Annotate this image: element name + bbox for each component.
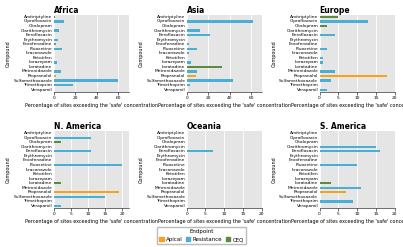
X-axis label: Percentage of sites exceeding the 'safe' concentration: Percentage of sites exceeding the 'safe'… — [25, 219, 158, 224]
X-axis label: Percentage of sites exceeding the 'safe' concentration: Percentage of sites exceeding the 'safe'… — [158, 219, 291, 224]
Bar — [187, 150, 213, 152]
Bar — [54, 20, 64, 22]
Bar — [54, 191, 118, 193]
Bar — [187, 61, 191, 63]
Bar — [320, 80, 331, 82]
Bar — [54, 182, 60, 184]
Legend: Apical, Resistance, CEQ: Apical, Resistance, CEQ — [157, 227, 246, 244]
Text: S. America: S. America — [320, 122, 366, 131]
Text: N. America: N. America — [54, 122, 101, 131]
Bar — [320, 89, 327, 91]
Bar — [187, 66, 222, 68]
Bar — [54, 29, 59, 32]
Bar — [54, 141, 60, 144]
Bar — [54, 205, 60, 207]
Bar — [187, 43, 189, 45]
Text: Asia: Asia — [187, 5, 205, 15]
Bar — [54, 196, 105, 198]
Bar — [320, 34, 334, 36]
X-axis label: Percentage of sites exceeding the 'safe' concentration: Percentage of sites exceeding the 'safe'… — [158, 103, 291, 108]
Bar — [54, 43, 55, 45]
Bar — [54, 16, 55, 18]
Bar — [54, 39, 58, 41]
Bar — [187, 48, 197, 50]
Bar — [320, 191, 346, 193]
Bar — [320, 75, 387, 77]
Text: Africa: Africa — [54, 5, 79, 15]
Bar — [187, 80, 233, 82]
Bar — [54, 137, 91, 139]
Bar — [54, 48, 62, 50]
Bar — [187, 75, 196, 77]
Bar — [187, 34, 210, 36]
Y-axis label: Compound: Compound — [272, 156, 276, 183]
Bar — [187, 29, 199, 32]
Bar — [54, 150, 91, 152]
Y-axis label: Compound: Compound — [6, 40, 10, 67]
Bar — [54, 164, 122, 166]
Bar — [320, 182, 331, 184]
Bar — [54, 84, 73, 86]
Bar — [187, 52, 189, 54]
Bar — [187, 20, 253, 22]
X-axis label: Percentage of sites exceeding the 'safe' concentration: Percentage of sites exceeding the 'safe'… — [25, 103, 158, 108]
Bar — [54, 61, 57, 63]
Bar — [320, 25, 327, 27]
Bar — [320, 57, 323, 59]
Y-axis label: Compound: Compound — [139, 40, 143, 67]
Bar — [320, 70, 334, 73]
Bar — [54, 75, 56, 77]
Bar — [187, 70, 197, 73]
Text: Europe: Europe — [320, 5, 350, 15]
Bar — [320, 48, 327, 50]
Bar — [54, 80, 118, 82]
Y-axis label: Compound: Compound — [139, 156, 143, 183]
Bar — [320, 146, 376, 148]
Bar — [54, 70, 61, 73]
Bar — [320, 20, 368, 22]
Bar — [320, 164, 357, 166]
Y-axis label: Compound: Compound — [6, 156, 10, 183]
Y-axis label: Compound: Compound — [272, 40, 276, 67]
Bar — [320, 16, 339, 18]
Bar — [320, 61, 323, 63]
Bar — [320, 186, 361, 189]
X-axis label: Percentage of sites exceeding the 'safe' concentration: Percentage of sites exceeding the 'safe'… — [291, 219, 403, 224]
Bar — [54, 43, 56, 45]
X-axis label: Percentage of sites exceeding the 'safe' concentration: Percentage of sites exceeding the 'safe'… — [291, 103, 403, 108]
Bar — [320, 200, 353, 203]
Bar — [187, 84, 190, 86]
Bar — [320, 150, 380, 152]
Text: Oceania: Oceania — [187, 122, 222, 131]
